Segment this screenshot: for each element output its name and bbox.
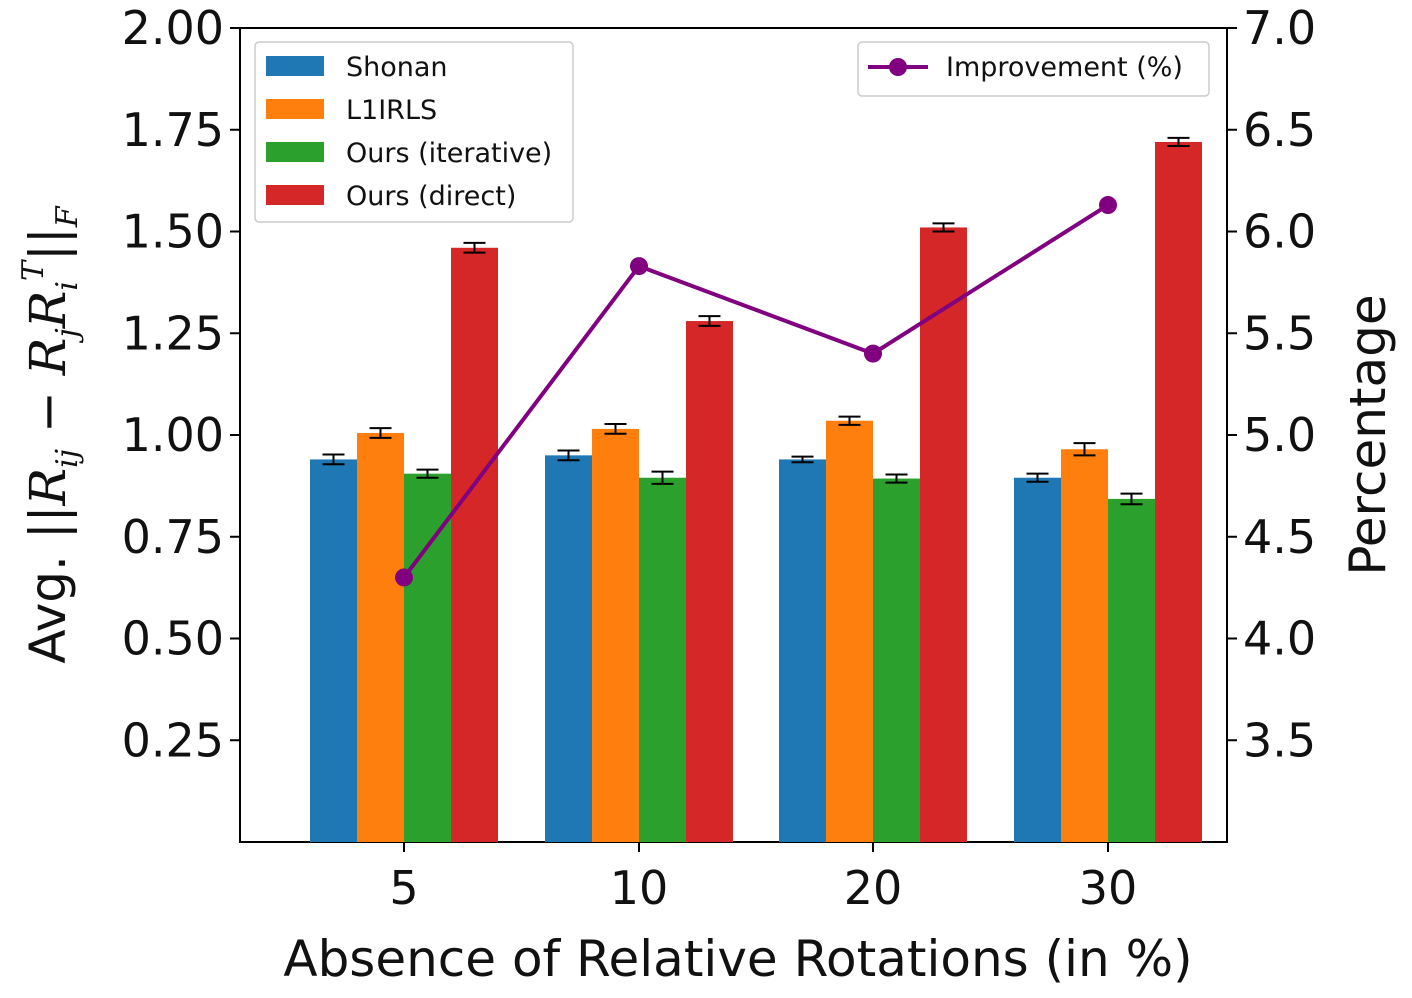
y-axis-title: Avg. ||Rij − RjRiT||F bbox=[16, 205, 85, 663]
improvement-point bbox=[864, 344, 882, 363]
legend-left-frame bbox=[254, 41, 574, 223]
bar bbox=[1061, 449, 1108, 842]
improvement-point bbox=[1099, 196, 1117, 215]
x-tick-label: 20 bbox=[844, 861, 903, 915]
bar bbox=[779, 459, 826, 842]
x-tick-label: 10 bbox=[610, 861, 669, 915]
bar bbox=[873, 478, 920, 842]
legend-label: L1IRLS bbox=[346, 95, 437, 126]
y2-tick-label: 5.5 bbox=[1243, 306, 1316, 360]
legend-label-improvement: Improvement (%) bbox=[946, 52, 1183, 83]
bar bbox=[639, 477, 686, 842]
y-tick-label: 0.75 bbox=[122, 510, 224, 564]
bar bbox=[686, 321, 733, 842]
x-tick-label: 5 bbox=[389, 861, 418, 915]
y-tick-label: 1.75 bbox=[122, 103, 224, 157]
y-tick-label: 0.25 bbox=[122, 713, 224, 767]
legend-swatch bbox=[266, 56, 324, 76]
legend-label: Shonan bbox=[346, 52, 448, 83]
bar bbox=[592, 428, 639, 842]
right-axis-ticks: 3.5 4.0 4.5 5.0 5.5 6.0 6.5 7.0 bbox=[1227, 1, 1316, 767]
bar bbox=[920, 227, 967, 842]
y2-tick-label: 4.0 bbox=[1243, 612, 1316, 666]
legend-label: Ours (direct) bbox=[346, 181, 516, 212]
legend-swatch bbox=[266, 99, 324, 119]
improvement-line-layer bbox=[395, 196, 1117, 587]
legend-right: Improvement (%) bbox=[857, 41, 1210, 97]
y2-tick-label: 7.0 bbox=[1243, 1, 1316, 55]
y-tick-label: 1.00 bbox=[122, 408, 224, 462]
legend-swatch bbox=[266, 185, 324, 205]
bar bbox=[545, 455, 592, 842]
y2-tick-label: 3.5 bbox=[1243, 713, 1316, 767]
y2-tick-label: 6.0 bbox=[1243, 205, 1316, 259]
legend-label: Ours (iterative) bbox=[346, 138, 552, 169]
x-tick-label: 30 bbox=[1079, 861, 1138, 915]
bar bbox=[826, 420, 873, 842]
legend-left: Shonan L1IRLS Ours (iterative) Ours (direct… bbox=[254, 41, 574, 223]
improvement-line bbox=[402, 203, 1110, 579]
bar bbox=[1155, 141, 1202, 842]
bar bbox=[310, 459, 357, 842]
legend-swatch bbox=[266, 142, 324, 162]
y-tick-label: 1.50 bbox=[122, 205, 224, 259]
left-axis-ticks: 0.25 0.50 0.75 1.00 1.25 1.50 1.75 2.00 bbox=[122, 1, 240, 767]
y-tick-label: 1.25 bbox=[122, 306, 224, 360]
bar bbox=[404, 473, 451, 842]
improvement-point bbox=[630, 257, 648, 276]
bars-layer bbox=[310, 141, 1202, 842]
y2-axis-title: Percentage bbox=[1339, 294, 1397, 575]
bar bbox=[357, 432, 404, 842]
improvement-point bbox=[395, 568, 413, 587]
legend-line-marker bbox=[889, 58, 907, 76]
bar bbox=[1108, 498, 1155, 842]
y2-tick-label: 6.5 bbox=[1243, 103, 1316, 157]
legend-right-frame bbox=[857, 41, 1210, 97]
bar bbox=[451, 247, 498, 842]
y-tick-label: 0.50 bbox=[122, 612, 224, 666]
y2-tick-label: 5.0 bbox=[1243, 408, 1316, 462]
x-axis-ticks: 5 10 20 30 bbox=[389, 842, 1137, 915]
y-tick-label: 2.00 bbox=[122, 1, 224, 55]
bar bbox=[1014, 477, 1061, 842]
x-axis-title: Absence of Relative Rotations (in %) bbox=[283, 930, 1192, 988]
error-bars-layer bbox=[322, 136, 1190, 506]
y2-tick-label: 4.5 bbox=[1243, 510, 1316, 564]
